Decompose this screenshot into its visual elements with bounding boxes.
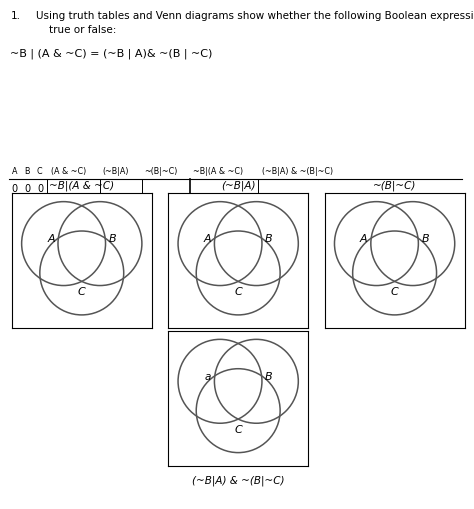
Text: 1.: 1. (10, 11, 20, 21)
Text: 1: 1 (12, 240, 18, 250)
Text: B: B (25, 166, 30, 176)
Text: (A & ~C): (A & ~C) (51, 166, 86, 176)
Text: 1: 1 (25, 283, 31, 293)
Text: 1: 1 (12, 269, 18, 279)
Text: A: A (47, 234, 55, 243)
Text: (~B|A): (~B|A) (102, 166, 128, 176)
Text: 0: 0 (12, 212, 18, 222)
Text: 1: 1 (37, 254, 43, 265)
Text: ~(B|~C): ~(B|~C) (373, 180, 416, 191)
Text: C: C (234, 424, 242, 434)
Text: (~B|A) & ~(B|~C): (~B|A) & ~(B|~C) (192, 475, 284, 486)
Text: 1: 1 (25, 226, 31, 236)
Text: C: C (234, 287, 242, 297)
Text: 0: 0 (37, 269, 43, 279)
Text: 0: 0 (37, 212, 43, 222)
Text: B: B (421, 234, 429, 243)
Text: ~B|(A & ~C): ~B|(A & ~C) (193, 166, 244, 176)
Text: C: C (37, 166, 43, 176)
Text: 0: 0 (37, 240, 43, 250)
Text: 0: 0 (12, 226, 18, 236)
Text: 0: 0 (25, 197, 31, 208)
Text: ~(B|~C): ~(B|~C) (145, 166, 178, 176)
Text: 0: 0 (12, 183, 18, 193)
Text: 1: 1 (25, 269, 31, 279)
Text: A: A (360, 234, 368, 243)
Text: 0: 0 (25, 183, 31, 193)
Text: ~B|(A & ~C): ~B|(A & ~C) (49, 180, 114, 191)
Text: 0: 0 (37, 183, 43, 193)
Text: 1: 1 (37, 226, 43, 236)
Text: 1: 1 (25, 212, 31, 222)
Text: (~B|A) & ~(B|~C): (~B|A) & ~(B|~C) (262, 166, 333, 176)
Text: C: C (78, 287, 86, 297)
Text: 1: 1 (12, 254, 18, 265)
Text: 0: 0 (25, 254, 31, 265)
Text: 1: 1 (37, 283, 43, 293)
Text: A: A (204, 234, 211, 243)
Text: Using truth tables and Venn diagrams show whether the following Boolean expressi: Using truth tables and Venn diagrams sho… (36, 11, 474, 35)
Text: B: B (109, 234, 116, 243)
Text: B: B (265, 371, 273, 381)
Text: (~B|A): (~B|A) (221, 180, 255, 191)
Text: ~B | (A & ~C) = (~B | A)& ~(B | ~C): ~B | (A & ~C) = (~B | A)& ~(B | ~C) (10, 48, 213, 59)
Text: 1: 1 (37, 197, 43, 208)
Text: a: a (204, 371, 210, 381)
Text: 0: 0 (12, 197, 18, 208)
Text: 0: 0 (25, 240, 31, 250)
Text: C: C (391, 287, 399, 297)
Text: 1: 1 (12, 283, 18, 293)
Text: B: B (265, 234, 273, 243)
Text: A: A (12, 166, 18, 176)
